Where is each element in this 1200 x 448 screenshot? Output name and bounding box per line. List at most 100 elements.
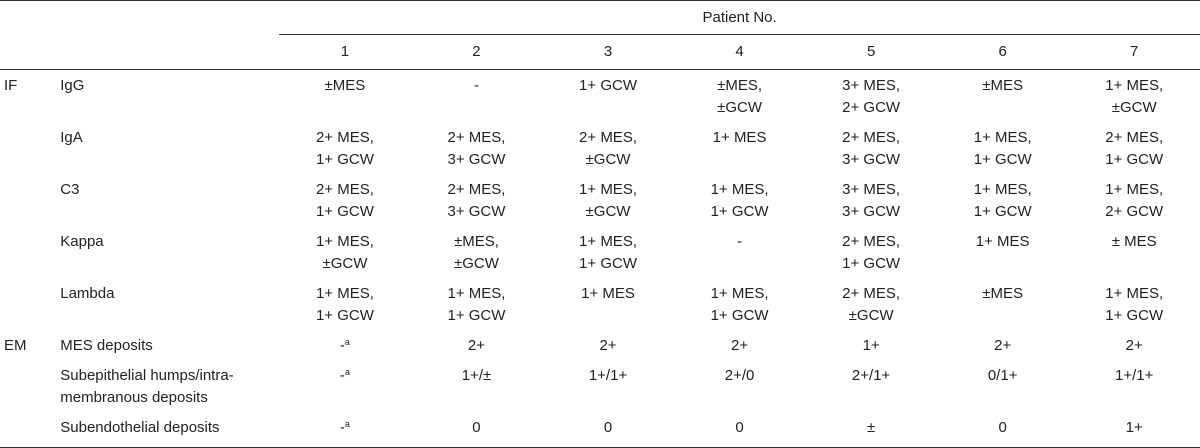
cell-patient-5: 3+ MES, 3+ GCW — [805, 174, 937, 226]
section-label — [0, 278, 60, 330]
cell-patient-4: 2+/0 — [674, 360, 806, 412]
cell-patient-4: 1+ MES, 1+ GCW — [674, 174, 806, 226]
cell-patient-5: ± — [805, 412, 937, 448]
cell-value: 2+ GCW — [1105, 203, 1164, 220]
cell-value: 0 — [603, 419, 613, 436]
cell-value: ± — [867, 419, 876, 436]
row-label-line: membranous deposits — [60, 389, 208, 406]
cell-patient-7: 2+ — [1068, 330, 1200, 360]
cell-patient-5: 2+ MES, 3+ GCW — [805, 122, 937, 174]
cell-value: 0/1+ — [987, 367, 1018, 384]
cell-value: ±MES — [982, 77, 1024, 94]
cell-patient-3: 0 — [542, 412, 674, 448]
cell-patient-7: 1+ MES, 1+ GCW — [1068, 278, 1200, 330]
section-label — [0, 122, 60, 174]
cell-patient-7: 1+/1+ — [1068, 360, 1200, 412]
cell-patient-1: -a — [279, 412, 411, 448]
row-label: C3 — [60, 174, 279, 226]
table-row: Subendothelial deposits -a 0 0 0 ±0 1+ — [0, 412, 1200, 448]
row-label-line: Kappa — [60, 233, 104, 250]
cell-patient-7: 1+ MES, 2+ GCW — [1068, 174, 1200, 226]
row-label-line: Lambda — [60, 285, 115, 302]
cell-patient-1: -a — [279, 360, 411, 412]
footnote-marker: a — [344, 419, 350, 429]
cell-value: 2+ — [599, 337, 617, 354]
table-row: C3 2+ MES, 1+ GCW 2+ MES, 3+ GCW 1+ MES, ±GCW 1… — [0, 174, 1200, 226]
cell-patient-6: 1+ MES — [937, 226, 1069, 278]
cell-value: 1+/± — [461, 367, 492, 384]
cell-value: 1+ GCW — [315, 203, 374, 220]
cell-value: ±MES — [982, 285, 1024, 302]
section-label — [0, 360, 60, 412]
cell-patient-2: 2+ MES, 3+ GCW — [411, 122, 543, 174]
cell-value: 2+ — [1125, 337, 1143, 354]
cell-value: 2+ MES, — [1105, 129, 1164, 146]
header-blank-2 — [60, 1, 279, 35]
cell-patient-6: 2+ — [937, 330, 1069, 360]
cell-patient-3: 2+ — [542, 330, 674, 360]
patient-number-5: 5 — [866, 43, 876, 60]
cell-value: ±GCW — [454, 255, 499, 272]
cell-value: 1+ MES — [712, 129, 767, 146]
cell-value: 2+/0 — [724, 367, 755, 384]
cell-value: -a — [339, 337, 350, 354]
cell-value: 3+ GCW — [447, 151, 506, 168]
row-label: MES deposits — [60, 330, 279, 360]
cell-patient-5: 2+/1+ — [805, 360, 937, 412]
cell-value: 3+ GCW — [842, 151, 901, 168]
cell-value: 1+ GCW — [315, 151, 374, 168]
cell-value: 1+ MES, — [447, 285, 506, 302]
cell-patient-1: 1+ MES, 1+ GCW — [279, 278, 411, 330]
cell-value: ±MES, — [717, 77, 763, 94]
cell-value: 1+ — [1125, 419, 1143, 436]
cell-patient-7: ± MES — [1068, 226, 1200, 278]
cell-value: 1+ MES — [581, 285, 635, 302]
row-label: IgA — [60, 122, 279, 174]
cell-value: 3+ MES, — [842, 181, 901, 198]
patient-number-6: 6 — [998, 43, 1007, 60]
cell-value: -a — [339, 367, 350, 384]
patient-number-7: 7 — [1130, 43, 1139, 60]
cell-value: 1+ MES, — [710, 181, 769, 198]
cell-value: ±GCW — [585, 151, 631, 168]
cell-value: 1+ MES — [975, 233, 1030, 250]
cell-value: 1+ GCW — [1105, 151, 1164, 168]
patient-number-3: 3 — [603, 43, 613, 60]
cell-patient-3: 2+ MES, ±GCW — [542, 122, 674, 174]
patient-number-row: 1 2 3 4 5 6 7 — [0, 35, 1200, 70]
row-label: IgG — [60, 70, 279, 123]
cell-value: 0 — [735, 419, 744, 436]
cell-value: 2+ MES, — [842, 233, 901, 250]
cell-patient-6: 0 — [937, 412, 1069, 448]
row-label-line: Subepithelial humps/intra- — [60, 367, 234, 384]
cell-value: 3+ MES, — [842, 77, 901, 94]
cell-patient-4: 0 — [674, 412, 806, 448]
cell-value: 1+ GCW — [447, 307, 506, 324]
cell-value: 2+ MES, — [447, 181, 506, 198]
cell-patient-5: 1+ — [805, 330, 937, 360]
row-label: Subepithelial humps/intra-membranous dep… — [60, 360, 279, 412]
cell-value: 2+ MES, — [842, 129, 901, 146]
footnote-marker: a — [344, 337, 350, 347]
cell-value: ±GCW — [1111, 99, 1157, 116]
section-label: EM — [4, 337, 27, 354]
cell-value: 1+/1+ — [1115, 367, 1154, 384]
cell-patient-6: ±MES — [937, 70, 1069, 123]
table-row: IF IgG ±MES - 1+ GCW ±MES, ±GCW 3+ MES, 2+ GCW ±M… — [0, 70, 1200, 123]
cell-value: 1+ MES, — [315, 285, 374, 302]
cell-value: 1+ GCW — [973, 151, 1032, 168]
cell-value: 1+ MES, — [1105, 285, 1164, 302]
section-label — [0, 174, 60, 226]
cell-value: 3+ GCW — [842, 203, 901, 220]
cell-patient-2: - — [411, 70, 543, 123]
cell-patient-7: 1+ MES, ±GCW — [1068, 70, 1200, 123]
cell-value: 1+ MES, — [710, 285, 769, 302]
cell-value: 1+ GCW — [842, 255, 901, 272]
cell-value: 1+ GCW — [579, 77, 637, 94]
cell-patient-4: ±MES, ±GCW — [674, 70, 806, 123]
cell-value: 1+ GCW — [1105, 307, 1164, 324]
cell-value: 1+ MES, — [579, 181, 637, 198]
cell-patient-6: 0/1+ — [937, 360, 1069, 412]
cell-patient-2: 1+/± — [411, 360, 543, 412]
